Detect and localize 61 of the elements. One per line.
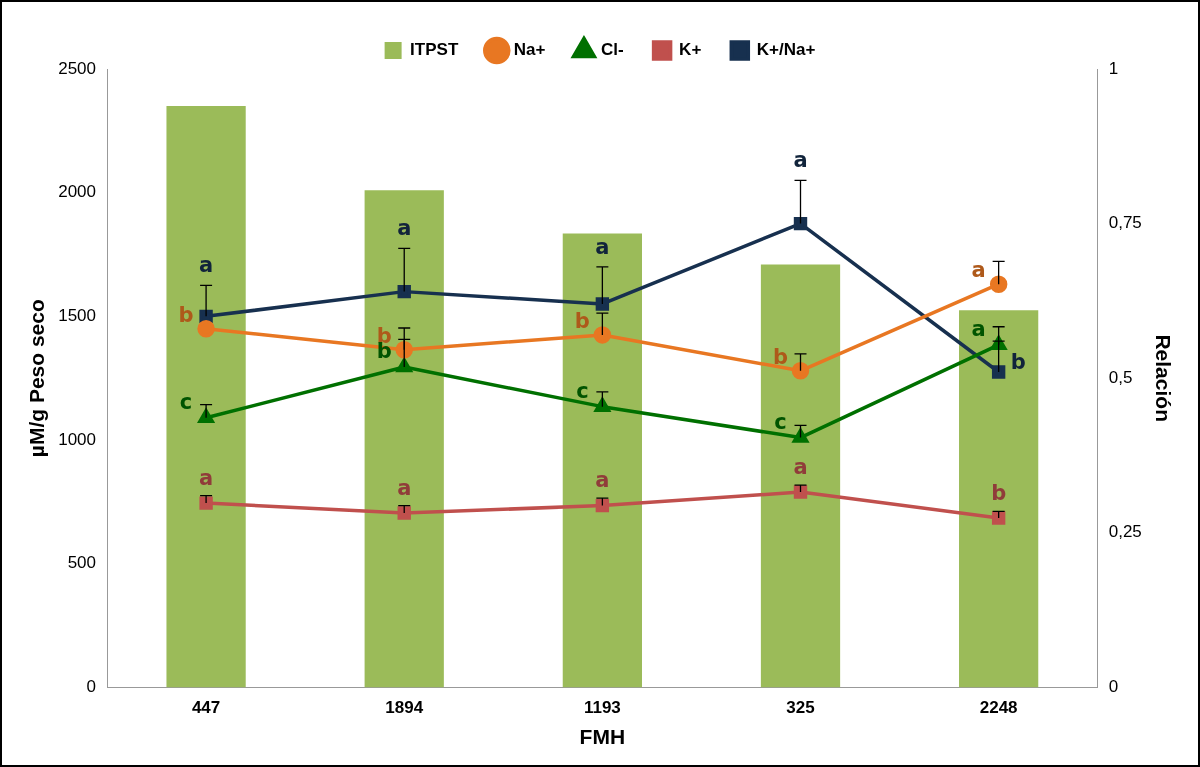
y-tick-label: 500 [67, 553, 97, 573]
x-tick-label: 1894 [385, 698, 424, 718]
data-label: b [991, 481, 1007, 506]
x-tick-label: 325 [786, 698, 815, 718]
point [395, 341, 413, 359]
point [793, 216, 808, 231]
point [989, 275, 1008, 293]
data-label: a [793, 148, 808, 173]
point [397, 284, 411, 299]
y2-tick-label: 0,75 [1108, 213, 1142, 233]
data-label: a [199, 253, 214, 278]
legend-label: Cl- [600, 40, 624, 60]
y2-tick-label: 0,25 [1108, 522, 1142, 542]
data-label: a [397, 216, 412, 241]
data-label: a [199, 465, 214, 490]
point [197, 319, 215, 338]
legend-label: Na+ [513, 40, 546, 60]
point [991, 511, 1006, 525]
y-tick-label: 1000 [58, 429, 97, 449]
x-tick-label: 447 [191, 698, 221, 718]
y-tick-label: 0 [86, 677, 97, 697]
legend-label: K+/Na+ [756, 40, 816, 60]
point [396, 358, 413, 373]
data-label: a [793, 455, 808, 480]
data-label: a [595, 468, 610, 493]
data-label: b [574, 308, 590, 333]
point [793, 485, 808, 499]
bar [760, 264, 841, 688]
data-label: c [179, 389, 193, 414]
data-label: a [397, 475, 412, 500]
data-label: b [772, 344, 789, 369]
point [595, 498, 610, 513]
x-axis-title: FMH [579, 725, 626, 749]
bar [364, 190, 444, 688]
x-tick-label: 2248 [979, 698, 1018, 718]
y-tick-label: 1500 [58, 306, 97, 326]
y2-tick-label: 1 [1108, 58, 1119, 78]
data-label: c [774, 409, 787, 434]
data-label: b [178, 302, 194, 327]
y-axis-title: µM/g Peso seco [25, 299, 49, 458]
point [791, 362, 810, 380]
data-label: a [971, 258, 986, 283]
legend-label: ITPST [410, 40, 459, 60]
point [397, 506, 411, 520]
point [595, 297, 610, 311]
y2-tick-label: 0 [1108, 677, 1119, 697]
y-tick-label: 2000 [58, 182, 97, 202]
data-label: a [971, 316, 986, 341]
x-tick-label: 1193 [583, 698, 621, 718]
data-label: c [576, 378, 589, 403]
point [991, 365, 1006, 379]
data-label: a [595, 234, 610, 259]
legend-label: K+ [679, 40, 702, 60]
point [593, 326, 612, 344]
bar [959, 310, 1039, 688]
y2-tick-label: 0,5 [1108, 367, 1133, 387]
data-label: b [1010, 349, 1026, 374]
bar [562, 233, 642, 688]
bar [166, 106, 246, 688]
y2-axis-title: Relación [1151, 334, 1175, 422]
y-tick-label: 2500 [58, 58, 97, 78]
